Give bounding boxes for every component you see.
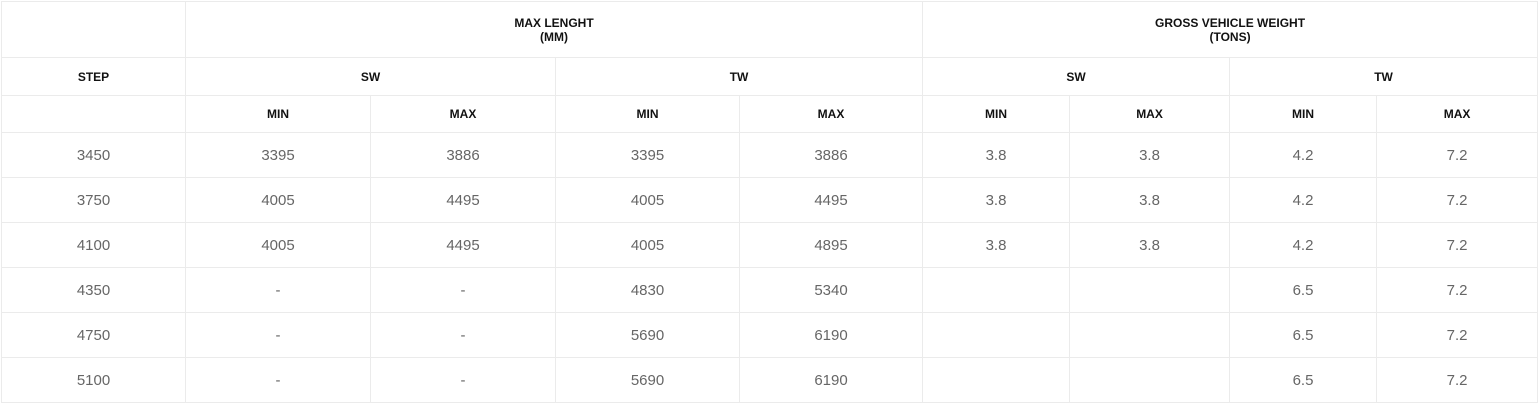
table-cell: 5100 bbox=[1, 357, 186, 403]
table-cell: 4005 bbox=[555, 222, 740, 268]
table-cell: 7.2 bbox=[1376, 132, 1539, 178]
table-row: 4350- -4830 5340 6.5 7.2 bbox=[1, 267, 1539, 313]
table-cell bbox=[1069, 357, 1231, 403]
header-min: MIN bbox=[922, 95, 1071, 133]
table-cell: 3886 bbox=[370, 132, 556, 178]
header-row-minmax: MIN MAX MIN MAX MIN MAX MIN MAX bbox=[1, 95, 1539, 133]
table-cell: 4100 bbox=[1, 222, 186, 268]
table-row: 4100 4005 4495 4005 4895 3.8 3.8 4.2 7.2 bbox=[1, 222, 1539, 268]
header-row-groups: MAX LENGHT (MM) GROSS VEHICLE WEIGHT (TONS… bbox=[1, 1, 1539, 58]
header-empty bbox=[1, 1, 186, 58]
header-max-length: MAX LENGHT (MM) bbox=[184, 1, 924, 58]
header-min: MIN bbox=[185, 95, 371, 133]
table-cell: 3.8 bbox=[1069, 132, 1231, 178]
table-cell: 7.2 bbox=[1376, 357, 1539, 403]
table-cell: 5340 bbox=[738, 267, 924, 313]
table-cell: 3.8 bbox=[922, 177, 1071, 223]
table-cell: 7.2 bbox=[1376, 222, 1539, 268]
table-cell: 5690 bbox=[555, 312, 740, 358]
table-cell: 4830 bbox=[555, 267, 740, 313]
table-cell: 3.8 bbox=[922, 132, 1071, 178]
table-cell: 3886 bbox=[738, 132, 924, 178]
table-cell: 3.8 bbox=[1069, 177, 1231, 223]
table-cell: - bbox=[185, 357, 371, 403]
table-cell: - bbox=[370, 312, 556, 358]
table-cell: 4.2 bbox=[1229, 177, 1378, 223]
table-cell: 6190 bbox=[738, 357, 924, 403]
table-cell bbox=[922, 357, 1071, 403]
table-cell: 4005 bbox=[555, 177, 740, 223]
table-cell: 6.5 bbox=[1229, 312, 1378, 358]
table-cell bbox=[1069, 312, 1231, 358]
table-row: 4750- -5690 6190 6.5 7.2 bbox=[1, 312, 1539, 358]
table-cell: - bbox=[185, 267, 371, 313]
table-cell: 4.2 bbox=[1229, 222, 1378, 268]
header-max: MAX bbox=[1376, 95, 1539, 133]
table-cell: 7.2 bbox=[1376, 312, 1539, 358]
header-min: MIN bbox=[1229, 95, 1378, 133]
table-cell: 6.5 bbox=[1229, 267, 1378, 313]
header-empty bbox=[1, 95, 186, 133]
table-cell bbox=[922, 312, 1071, 358]
table-cell: 4495 bbox=[738, 177, 924, 223]
table-cell: 3450 bbox=[1, 132, 186, 178]
header-weight-sw: SW bbox=[922, 57, 1231, 96]
table-cell: 4895 bbox=[738, 222, 924, 268]
header-max: MAX bbox=[370, 95, 556, 133]
table-cell: 4.2 bbox=[1229, 132, 1378, 178]
table-row: 3450 3395 3886 3395 3886 3.8 3.8 4.2 7.2 bbox=[1, 132, 1539, 178]
table-row: 5100- -5690 6190 6.5 7.2 bbox=[1, 357, 1539, 403]
header-length-tw: TW bbox=[554, 57, 924, 96]
table-cell: 4495 bbox=[370, 177, 556, 223]
table-cell: 3395 bbox=[555, 132, 740, 178]
header-step: STEP bbox=[1, 57, 186, 96]
header-min: MIN bbox=[555, 95, 740, 133]
table-cell: 5690 bbox=[555, 357, 740, 403]
table-cell: 7.2 bbox=[1376, 267, 1539, 313]
table-cell: - bbox=[370, 267, 556, 313]
header-row-types: STEP SW TW SW TW bbox=[1, 57, 1539, 96]
table-cell: 6190 bbox=[738, 312, 924, 358]
header-gross-vehicle-weight: GROSS VEHICLE WEIGHT (TONS) bbox=[922, 1, 1539, 58]
header-max: MAX bbox=[1069, 95, 1231, 133]
table-cell: - bbox=[185, 312, 371, 358]
table-cell bbox=[1069, 267, 1231, 313]
table-cell: 3395 bbox=[185, 132, 371, 178]
table-cell bbox=[922, 267, 1071, 313]
table-cell: 4005 bbox=[185, 222, 371, 268]
table-cell: 3750 bbox=[1, 177, 186, 223]
table-cell: 3.8 bbox=[922, 222, 1071, 268]
table-cell: - bbox=[370, 357, 556, 403]
header-length-sw: SW bbox=[185, 57, 556, 96]
header-weight-tw: TW bbox=[1229, 57, 1539, 96]
table-cell: 4495 bbox=[370, 222, 556, 268]
table-cell: 7.2 bbox=[1376, 177, 1539, 223]
table-cell: 4750 bbox=[1, 312, 186, 358]
table-cell: 3.8 bbox=[1069, 222, 1231, 268]
table-row: 3750 4005 4495 4005 4495 3.8 3.8 4.2 7.2 bbox=[1, 177, 1539, 223]
header-max: MAX bbox=[738, 95, 924, 133]
table-cell: 6.5 bbox=[1229, 357, 1378, 403]
table-cell: 4005 bbox=[185, 177, 371, 223]
table-cell: 4350 bbox=[1, 267, 186, 313]
